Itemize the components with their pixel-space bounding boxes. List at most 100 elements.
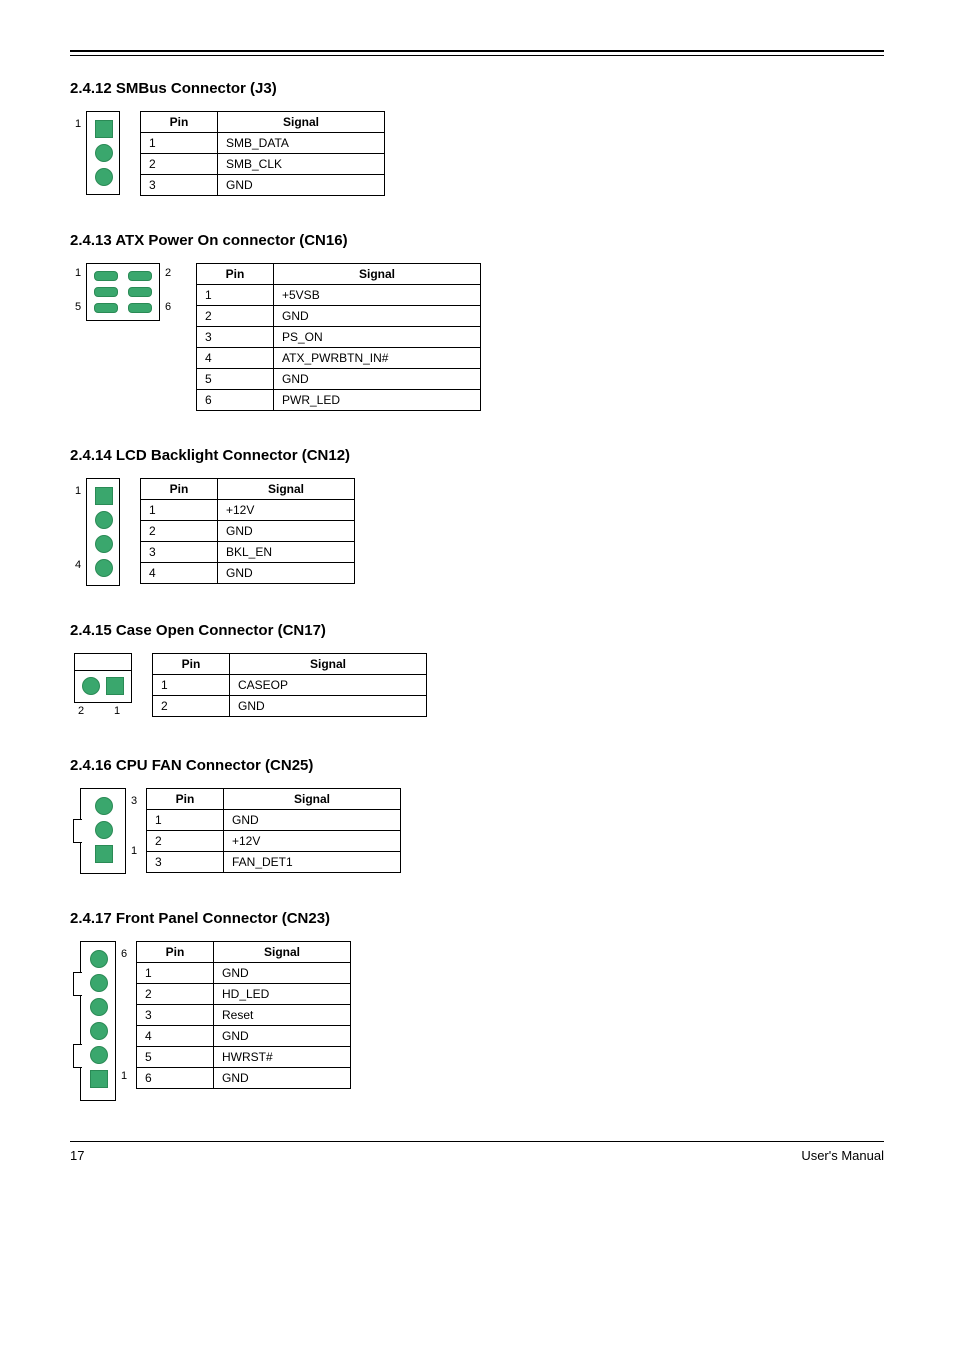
table-row: 4GND bbox=[141, 563, 355, 584]
cell-signal: ATX_PWRBTN_IN# bbox=[274, 348, 481, 369]
connector-pin bbox=[95, 797, 113, 815]
table-row: 4ATX_PWRBTN_IN# bbox=[197, 348, 481, 369]
connector-pin bbox=[90, 1046, 108, 1064]
table-row: 3FAN_DET1 bbox=[147, 852, 401, 873]
col-signal: Signal bbox=[224, 789, 401, 810]
table-row: 1SMB_DATA bbox=[141, 133, 385, 154]
col-pin: Pin bbox=[197, 264, 274, 285]
connector-pin bbox=[94, 271, 118, 281]
cell-pin: 4 bbox=[141, 563, 218, 584]
connector-pin bbox=[90, 1022, 108, 1040]
section-cn17: 2.4.15 Case Open Connector (CN17) 21 Pin… bbox=[70, 622, 884, 721]
pin-number-label: 1 bbox=[131, 845, 137, 857]
cell-pin: 1 bbox=[147, 810, 224, 831]
connector-diagram-cn17: 21 bbox=[74, 653, 132, 721]
cell-signal: GND bbox=[214, 1068, 351, 1089]
cell-pin: 6 bbox=[137, 1068, 214, 1089]
cell-pin: 5 bbox=[137, 1047, 214, 1068]
connector-diagram-cn12: 14 bbox=[86, 478, 120, 586]
cell-pin: 5 bbox=[197, 369, 274, 390]
pin-number-label: 2 bbox=[78, 705, 84, 717]
cell-signal: GND bbox=[218, 521, 355, 542]
connector-pin bbox=[95, 168, 113, 186]
table-row: 6PWR_LED bbox=[197, 390, 481, 411]
cell-pin: 2 bbox=[197, 306, 274, 327]
cell-signal: +5VSB bbox=[274, 285, 481, 306]
col-signal: Signal bbox=[230, 654, 427, 675]
table-row: 1+5VSB bbox=[197, 285, 481, 306]
cell-pin: 1 bbox=[141, 500, 218, 521]
cell-signal: SMB_DATA bbox=[218, 133, 385, 154]
connector-pin bbox=[95, 559, 113, 577]
cell-signal: GND bbox=[214, 963, 351, 984]
col-pin: Pin bbox=[153, 654, 230, 675]
connector-pin bbox=[82, 677, 100, 695]
cell-pin: 2 bbox=[141, 521, 218, 542]
table-row: 5GND bbox=[197, 369, 481, 390]
cell-signal: FAN_DET1 bbox=[224, 852, 401, 873]
cell-signal: SMB_CLK bbox=[218, 154, 385, 175]
col-signal: Signal bbox=[274, 264, 481, 285]
cell-signal: Reset bbox=[214, 1005, 351, 1026]
cell-signal: +12V bbox=[218, 500, 355, 521]
page-number: 17 bbox=[70, 1148, 84, 1163]
cell-pin: 2 bbox=[147, 831, 224, 852]
col-signal: Signal bbox=[214, 942, 351, 963]
connector-pin bbox=[95, 120, 113, 138]
cell-signal: +12V bbox=[224, 831, 401, 852]
connector-notch bbox=[73, 819, 82, 843]
section-title: 2.4.14 LCD Backlight Connector (CN12) bbox=[70, 447, 884, 464]
table-row: 2GND bbox=[141, 521, 355, 542]
table-row: 1CASEOP bbox=[153, 675, 427, 696]
col-pin: Pin bbox=[137, 942, 214, 963]
table-row: 2HD_LED bbox=[137, 984, 351, 1005]
cell-pin: 3 bbox=[197, 327, 274, 348]
cell-signal: HD_LED bbox=[214, 984, 351, 1005]
cell-pin: 2 bbox=[141, 154, 218, 175]
connector-diagram-cn23: 61 bbox=[80, 941, 116, 1101]
section-title: 2.4.17 Front Panel Connector (CN23) bbox=[70, 910, 884, 927]
table-row: 3Reset bbox=[137, 1005, 351, 1026]
section-title: 2.4.15 Case Open Connector (CN17) bbox=[70, 622, 884, 639]
pin-number-label: 5 bbox=[75, 301, 81, 313]
table-row: 1GND bbox=[137, 963, 351, 984]
table-row: 1+12V bbox=[141, 500, 355, 521]
cell-pin: 3 bbox=[141, 175, 218, 196]
pin-number-label: 1 bbox=[75, 485, 81, 497]
connector-pin bbox=[90, 1070, 108, 1088]
pin-number-label: 1 bbox=[75, 267, 81, 279]
table-row: 3BKL_EN bbox=[141, 542, 355, 563]
table-row: 4GND bbox=[137, 1026, 351, 1047]
cell-pin: 3 bbox=[141, 542, 218, 563]
connector-pin bbox=[95, 487, 113, 505]
connector-pin bbox=[90, 950, 108, 968]
connector-pin bbox=[95, 144, 113, 162]
connector-pin bbox=[128, 287, 152, 297]
table-row: 6GND bbox=[137, 1068, 351, 1089]
pin-number-label: 6 bbox=[165, 301, 171, 313]
table-row: 2+12V bbox=[147, 831, 401, 852]
cell-pin: 3 bbox=[137, 1005, 214, 1026]
col-signal: Signal bbox=[218, 479, 355, 500]
connector-pin bbox=[95, 821, 113, 839]
pin-number-label: 1 bbox=[121, 1070, 127, 1082]
section-cn23: 2.4.17 Front Panel Connector (CN23) 61 P… bbox=[70, 910, 884, 1101]
connector-pin bbox=[94, 287, 118, 297]
section-cn12: 2.4.14 LCD Backlight Connector (CN12) 14… bbox=[70, 447, 884, 586]
connector-pin bbox=[94, 303, 118, 313]
connector-pin bbox=[95, 535, 113, 553]
cell-pin: 3 bbox=[147, 852, 224, 873]
pin-table-cn12: PinSignal1+12V2GND3BKL_EN4GND bbox=[140, 478, 355, 584]
cell-signal: PS_ON bbox=[274, 327, 481, 348]
col-pin: Pin bbox=[141, 112, 218, 133]
connector-diagram-cn16: 1256 bbox=[86, 263, 160, 321]
col-pin: Pin bbox=[147, 789, 224, 810]
section-title: 2.4.13 ATX Power On connector (CN16) bbox=[70, 232, 884, 249]
section-cn16: 2.4.13 ATX Power On connector (CN16) 125… bbox=[70, 232, 884, 411]
cell-signal: GND bbox=[218, 563, 355, 584]
connector-notch bbox=[73, 972, 82, 996]
cell-pin: 4 bbox=[197, 348, 274, 369]
connector-pin bbox=[106, 677, 124, 695]
pin-number-label: 2 bbox=[165, 267, 171, 279]
footer-rule: 17 User's Manual bbox=[70, 1141, 884, 1163]
